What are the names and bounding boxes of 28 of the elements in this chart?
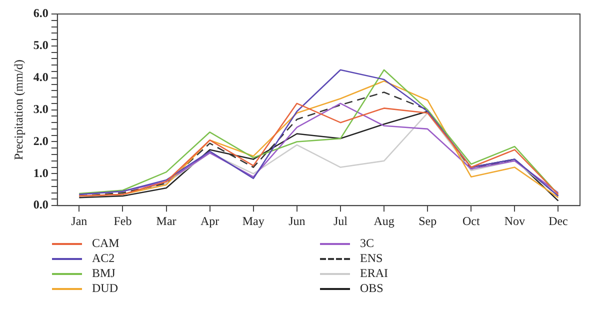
- x-tick-label: Aug: [374, 214, 394, 228]
- x-tick-label: Nov: [504, 214, 526, 228]
- y-tick-label: 1.0: [33, 166, 48, 180]
- legend-label: BMJ: [92, 266, 116, 281]
- x-tick-label: Feb: [114, 214, 132, 228]
- y-tick-label: 4.0: [33, 70, 48, 84]
- y-tick-label: 0.0: [33, 198, 48, 212]
- legend-label: AC2: [92, 251, 115, 266]
- y-tick-label: 6.0: [33, 6, 48, 20]
- legend-label: 3C: [360, 236, 374, 251]
- x-tick-label: Sep: [418, 214, 437, 228]
- legend-label: DUD: [92, 281, 118, 296]
- x-tick-label: May: [242, 214, 264, 228]
- x-tick-label: Jul: [333, 214, 348, 228]
- legend-label: OBS: [360, 281, 384, 296]
- y-tick-label: 3.0: [33, 102, 48, 116]
- y-tick-label: 2.0: [33, 134, 48, 148]
- y-axis-title: Precipitation (mm/d): [11, 60, 26, 160]
- x-tick-label: Oct: [462, 214, 480, 228]
- x-tick-label: Dec: [548, 214, 568, 228]
- legend-label: ERAI: [360, 266, 388, 281]
- legend-label: ENS: [360, 251, 383, 266]
- x-tick-label: Apr: [200, 214, 220, 228]
- x-tick-label: Jun: [288, 214, 306, 228]
- x-tick-label: Jan: [71, 214, 88, 228]
- y-tick-label: 5.0: [33, 38, 48, 52]
- x-tick-label: Mar: [156, 214, 176, 228]
- legend-label: CAM: [92, 236, 120, 251]
